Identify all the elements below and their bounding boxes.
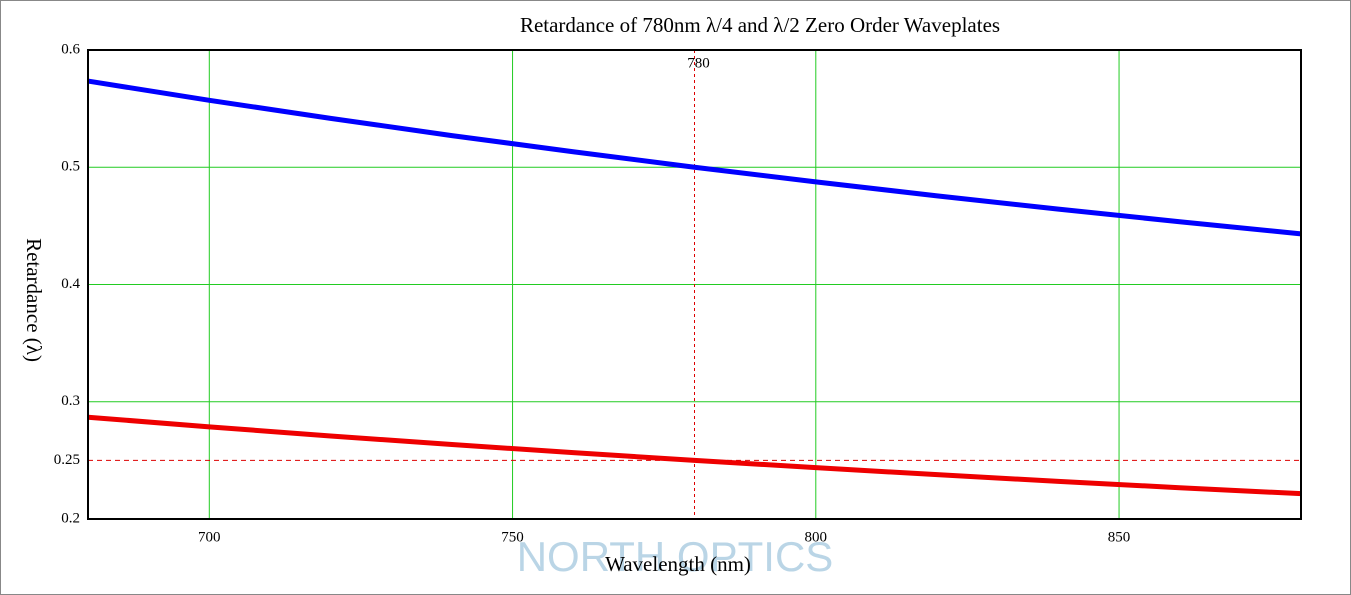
y-tick-label: 0.6 xyxy=(61,41,80,57)
x-tick-label: 800 xyxy=(805,529,828,545)
y-tick-label: 0.2 xyxy=(61,510,80,526)
y-tick-label: 0.5 xyxy=(61,159,80,175)
marker-label: 0.25 xyxy=(54,452,80,468)
y-tick-label: 0.3 xyxy=(61,393,80,409)
chart-title: Retardance of 780nm λ/4 and λ/2 Zero Ord… xyxy=(520,13,1000,37)
y-tick-label: 0.4 xyxy=(61,276,80,292)
data-line xyxy=(87,78,1302,237)
x-tick-label: 700 xyxy=(198,529,221,545)
plot-border xyxy=(87,49,1302,520)
x-tick-label: 850 xyxy=(1108,529,1131,545)
x-tick-label: 750 xyxy=(501,529,524,545)
x-axis-label: Wavelength (nm) xyxy=(605,552,751,576)
marker-label: 780 xyxy=(687,55,710,71)
watermark: NORTH OPTICS xyxy=(517,533,834,580)
y-axis-label: Retardance (λ) xyxy=(22,238,46,362)
data-line xyxy=(87,414,1302,497)
